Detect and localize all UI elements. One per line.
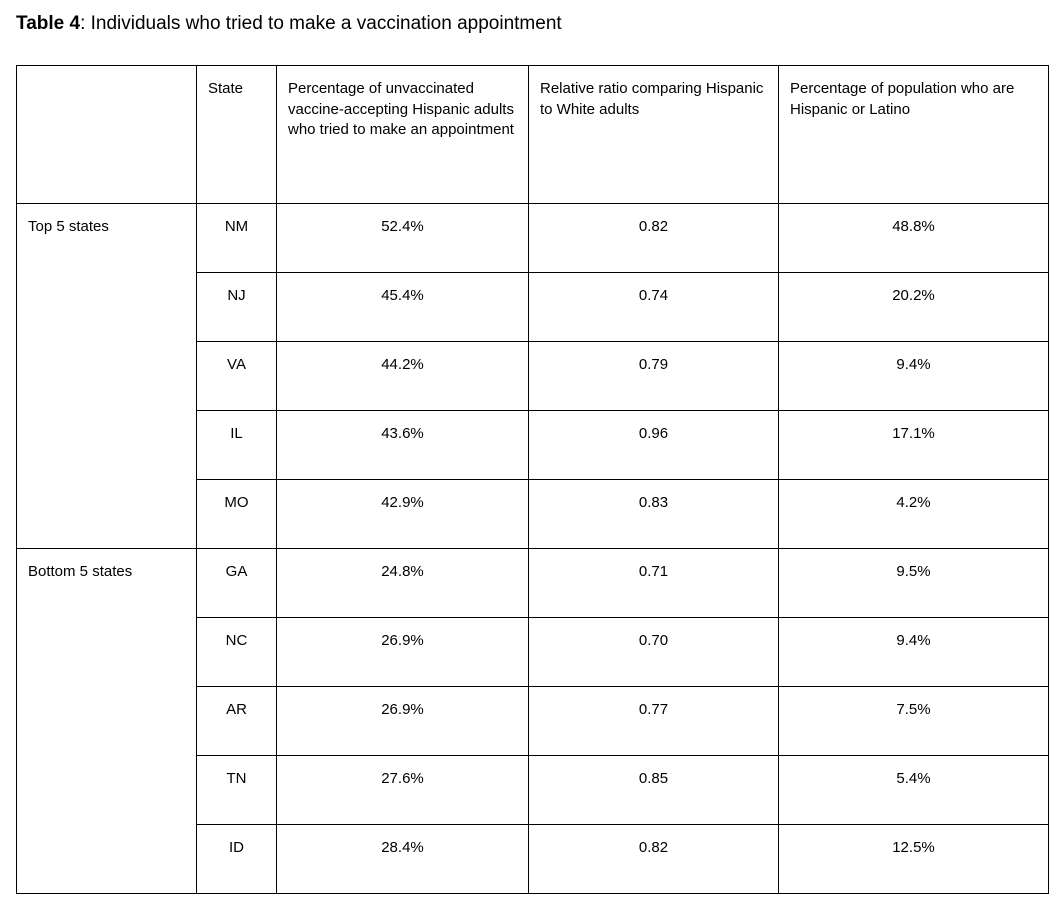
state-cell: GA (196, 548, 277, 618)
pct-population-cell: 9.5% (778, 548, 1049, 618)
table-row: Bottom 5 states GA 24.8% 0.71 9.5% (16, 548, 1049, 894)
table-row: Top 5 states NM 52.4% 0.82 48.8% (16, 203, 1049, 549)
table-caption: Table 4: Individuals who tried to make a… (16, 12, 562, 36)
pct-tried-cell: 43.6% (276, 410, 529, 480)
relative-ratio-cell: 0.96 (528, 410, 779, 480)
state-cell: ID (196, 824, 277, 894)
relative-ratio-cell: 0.83 (528, 479, 779, 549)
state-cell: MO (196, 479, 277, 549)
table-row: VA 44.2% 0.79 9.4% (17, 341, 1049, 411)
state-cell: IL (196, 410, 277, 480)
table-row: IL 43.6% 0.96 17.1% (17, 410, 1049, 480)
pct-population-cell: 5.4% (778, 755, 1049, 825)
table-row: AR 26.9% 0.77 7.5% (17, 686, 1049, 756)
table-header-row: State Percentage of unvaccinated vaccine… (16, 65, 1049, 204)
header-cell-state: State (196, 65, 277, 204)
group-label-bottom-5-states: Bottom 5 states (16, 548, 197, 894)
pct-population-cell: 9.4% (778, 341, 1049, 411)
pct-population-cell: 9.4% (778, 617, 1049, 687)
state-cell: NM (196, 203, 277, 273)
state-cell: AR (196, 686, 277, 756)
table-row: NC 26.9% 0.70 9.4% (17, 617, 1049, 687)
pct-tried-cell: 26.9% (276, 686, 529, 756)
vaccination-appointment-table: State Percentage of unvaccinated vaccine… (16, 65, 1049, 894)
relative-ratio-cell: 0.77 (528, 686, 779, 756)
table-caption-text: : Individuals who tried to make a vaccin… (80, 13, 562, 34)
table-row: MO 42.9% 0.83 4.2% (17, 479, 1049, 549)
pct-tried-cell: 24.8% (276, 548, 529, 618)
table-row: NJ 45.4% 0.74 20.2% (17, 272, 1049, 342)
relative-ratio-cell: 0.82 (528, 203, 779, 273)
relative-ratio-cell: 0.79 (528, 341, 779, 411)
relative-ratio-cell: 0.82 (528, 824, 779, 894)
relative-ratio-cell: 0.71 (528, 548, 779, 618)
pct-tried-cell: 45.4% (276, 272, 529, 342)
header-cell-pct-tried: Percentage of unvaccinated vaccine-accep… (276, 65, 529, 204)
pct-population-cell: 12.5% (778, 824, 1049, 894)
header-cell-pct-population: Percentage of population who are Hispani… (778, 65, 1049, 204)
state-cell: NJ (196, 272, 277, 342)
header-cell-relative-ratio: Relative ratio comparing Hispanic to Whi… (528, 65, 779, 204)
pct-population-cell: 7.5% (778, 686, 1049, 756)
pct-tried-cell: 26.9% (276, 617, 529, 687)
state-cell: NC (196, 617, 277, 687)
pct-tried-cell: 27.6% (276, 755, 529, 825)
pct-population-cell: 17.1% (778, 410, 1049, 480)
pct-tried-cell: 28.4% (276, 824, 529, 894)
table-caption-label: Table 4 (16, 13, 81, 34)
header-cell-empty (16, 65, 197, 204)
pct-population-cell: 4.2% (778, 479, 1049, 549)
table-row: TN 27.6% 0.85 5.4% (17, 755, 1049, 825)
state-cell: TN (196, 755, 277, 825)
relative-ratio-cell: 0.85 (528, 755, 779, 825)
relative-ratio-cell: 0.74 (528, 272, 779, 342)
pct-tried-cell: 42.9% (276, 479, 529, 549)
pct-population-cell: 48.8% (778, 203, 1049, 273)
table-row: ID 28.4% 0.82 12.5% (17, 824, 1049, 894)
group-label-top-5-states: Top 5 states (16, 203, 197, 549)
pct-tried-cell: 44.2% (276, 341, 529, 411)
pct-tried-cell: 52.4% (276, 203, 529, 273)
pct-population-cell: 20.2% (778, 272, 1049, 342)
relative-ratio-cell: 0.70 (528, 617, 779, 687)
state-cell: VA (196, 341, 277, 411)
